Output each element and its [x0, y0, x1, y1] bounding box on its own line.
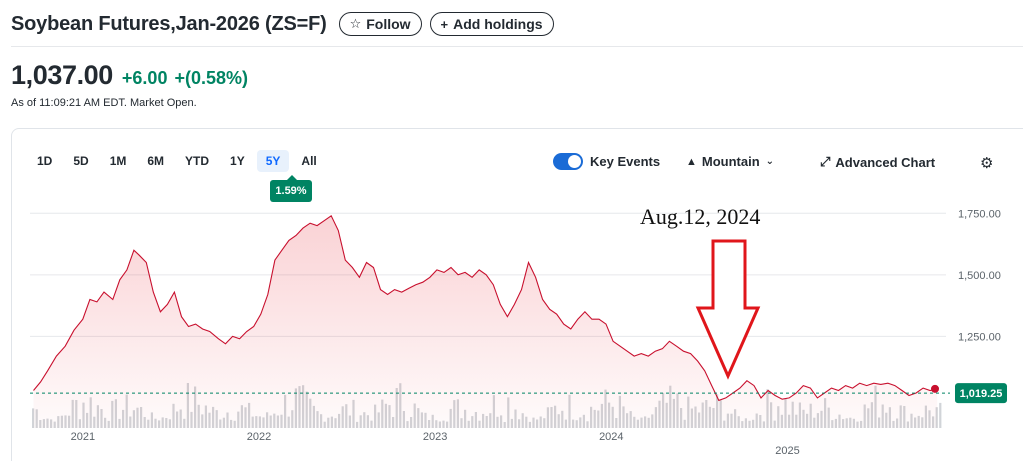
range-5y-button[interactable]: 5Y [256, 150, 290, 172]
key-events-text: Key Events [590, 154, 661, 169]
key-events-label: Key Events [590, 154, 660, 169]
price-row: 1,037.00 +6.00 +(0.58%) [11, 60, 248, 91]
range-selector: 1D 5D 1M 6M YTD 1Y 5Y All [28, 150, 329, 172]
x-tick-label: 2024 [599, 431, 623, 443]
add-holdings-button[interactable]: + Add holdings [429, 12, 554, 36]
follow-button[interactable]: ☆ Follow [338, 12, 422, 36]
key-events-toggle[interactable] [553, 153, 583, 170]
mountain-icon: ▲ [686, 155, 697, 168]
y-axis-ticks: 1,750.00 1,500.00 1,250.00 [958, 208, 1001, 343]
range-ytd-button[interactable]: YTD [185, 154, 210, 168]
page-title: Soybean Futures,Jan-2026 (ZS=F) [11, 12, 327, 35]
as-of-timestamp: As of 11:09:21 AM EDT. Market Open. [11, 97, 197, 109]
last-price-dot [931, 384, 939, 393]
top-sliver [0, 0, 1023, 3]
volume-bar [32, 408, 35, 428]
range-1d-button[interactable]: 1D [37, 154, 53, 168]
range-5d-button[interactable]: 5D [73, 154, 89, 168]
price-change: +6.00 [121, 68, 168, 88]
range-1y-button[interactable]: 1Y [230, 154, 245, 168]
volume-bar [939, 402, 942, 428]
add-holdings-label: Add holdings [453, 16, 543, 32]
chevron-down-icon: ⌄ [765, 156, 775, 167]
star-icon: ☆ [349, 16, 362, 31]
x-tick-label: 2022 [247, 431, 271, 443]
header-divider [11, 46, 1023, 47]
y-tick-label: 1,500.00 [958, 270, 1001, 282]
x-tick-label: 2023 [423, 431, 447, 443]
follow-label: Follow [366, 16, 411, 32]
price-change-percent: +(0.58%) [174, 68, 248, 88]
y-tick-label: 1,750.00 [958, 208, 1001, 220]
chart-type-label: Mountain [701, 154, 760, 169]
quote-header: Soybean Futures,Jan-2026 (ZS=F) ☆ Follow… [11, 12, 554, 36]
y-tick-label: 1,250.00 [958, 331, 1001, 343]
advanced-chart-label: Advanced Chart [835, 154, 936, 170]
plus-icon: + [440, 16, 449, 32]
chart-type-dropdown[interactable]: ▲ Mountain ⌄ [686, 154, 774, 169]
annotation-label: Aug.12, 2024 [640, 204, 760, 229]
range-return-badge: 1.59% [270, 175, 312, 202]
x-tick-label: 2021 [71, 431, 95, 443]
gear-icon[interactable]: ⚙ [980, 155, 994, 172]
x-tick-label: 2025 [775, 445, 799, 457]
range-1m-button[interactable]: 1M [109, 154, 127, 168]
price-area [33, 215, 938, 428]
last-price: 1,037.00 [11, 60, 113, 90]
reference-price-label: 1,019.25 [960, 388, 1003, 400]
range-all-button[interactable]: All [301, 154, 317, 168]
x-axis-ticks: 2021 2022 2023 2024 2025 [71, 431, 800, 457]
range-6m-button[interactable]: 6M [147, 154, 165, 168]
price-line [33, 214, 938, 402]
expand-icon: ⤢ [820, 154, 831, 169]
advanced-chart-button[interactable]: ⤢ Advanced Chart [820, 154, 935, 170]
reference-price-badge [955, 383, 1007, 404]
toggle-knob [568, 155, 581, 168]
reference-price-tag: 1,019.25 [955, 383, 1007, 404]
annotation-arrow [695, 239, 761, 380]
